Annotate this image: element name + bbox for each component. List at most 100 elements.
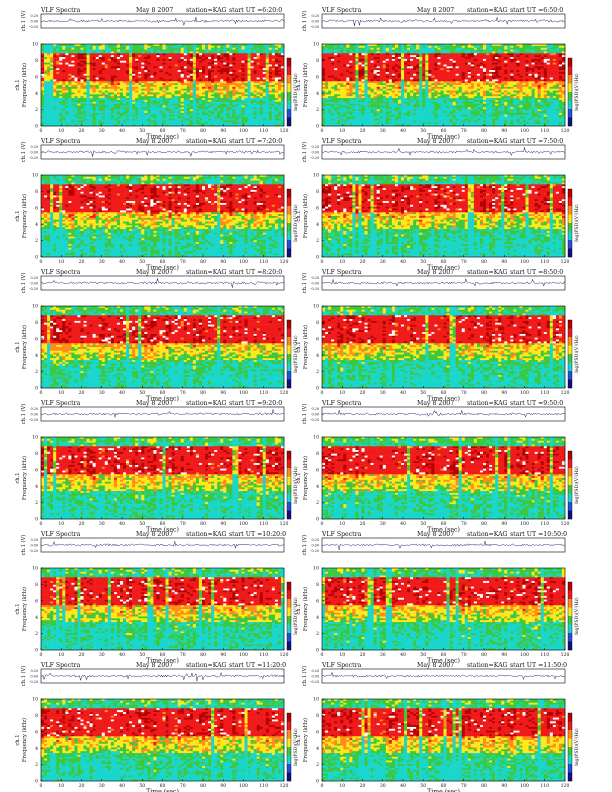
colorbar-label: log(PSD)(V²/Hz) [573, 466, 580, 504]
y-tick-label: 2 [316, 762, 319, 768]
x-tick-label: 100 [520, 783, 529, 789]
panel-start-ut: start UT =7:20:0 [229, 138, 282, 145]
y-tick-label: 8 [316, 58, 319, 64]
x-tick-label: 10 [339, 783, 345, 789]
y-tick-label: 2 [316, 238, 319, 244]
y-tick-label: 6 [35, 467, 38, 473]
y-tick-label: 8 [35, 713, 38, 719]
y-tick-label: 2 [35, 500, 38, 506]
ch1-axis-label: ch.1 (V) [301, 666, 308, 687]
colorbar-label: log(PSD)(V²/Hz) [292, 73, 299, 111]
ch1-tick-label: 0.00 [311, 413, 319, 417]
x-tick-label: 80 [200, 390, 206, 396]
x-tick-label: 40 [400, 390, 406, 396]
x-tick-label: 120 [280, 652, 289, 658]
x-tick-label: 50 [420, 783, 426, 789]
panel-station: station=KAG [186, 400, 227, 407]
colorbar [568, 451, 572, 519]
ch1-tick-label: -0.20 [310, 680, 319, 684]
panel-start-ut: start UT =11:50:0 [510, 662, 567, 669]
y-tick-label: 4 [35, 222, 38, 228]
x-tick-label: 110 [259, 652, 268, 658]
ch1-tick-label: 0.20 [311, 14, 319, 18]
spectrogram-panel: VLF Spectra May 8 2007 station=KAG start UT… [296, 662, 580, 792]
x-tick-label: 20 [79, 128, 85, 134]
x-tick-label: 100 [520, 521, 529, 527]
y-axis-label: Frequency (kHz) [302, 194, 309, 238]
ch1-tick-label: 0.20 [311, 145, 319, 149]
x-tick-label: 70 [180, 390, 186, 396]
y-tick-label: 0 [316, 386, 319, 392]
x-tick-label: 10 [58, 128, 64, 134]
panel-date: May 8 2007 [417, 662, 454, 669]
ch1-ticks: 0.200.00-0.20 [29, 669, 38, 684]
panel-date: May 8 2007 [417, 138, 454, 145]
x-tick-label: 50 [139, 390, 145, 396]
y-tick-label: 2 [35, 238, 38, 244]
y-tick-label: 8 [35, 189, 38, 195]
x-tick-label: 100 [239, 521, 248, 527]
x-tick-label: 70 [461, 521, 467, 527]
ch1-axis-label: ch.1 (V) [301, 404, 308, 425]
ch1-tick-label: 0.00 [311, 282, 319, 286]
panel-title: VLF Spectra [40, 531, 81, 538]
ch1-tick-label: -0.20 [29, 25, 38, 29]
colorbar-label: log(PSD)(V²/Hz) [292, 728, 299, 766]
x-tick-label: 0 [40, 783, 43, 789]
x-tick-label: 40 [400, 652, 406, 658]
panel-station: station=KAG [186, 531, 227, 538]
x-tick-label: 50 [139, 259, 145, 265]
x-tick-label: 40 [400, 259, 406, 265]
ch1-ticks: 0.200.00-0.20 [310, 276, 319, 291]
panel-start-ut: start UT =7:50:0 [510, 138, 563, 145]
ch1-tick-label: 0.20 [311, 276, 319, 280]
ch1-ticks: 0.200.00-0.20 [29, 145, 38, 160]
ch1-tick-label: 0.00 [30, 20, 38, 24]
x-tick-label: 0 [321, 783, 324, 789]
colorbar-label: log(PSD)(V²/Hz) [292, 466, 299, 504]
spectrogram-cells [322, 699, 565, 781]
x-tick-label: 80 [200, 783, 206, 789]
panel-start-ut: start UT =9:50:0 [510, 400, 563, 407]
y-tick-label: 8 [316, 713, 319, 719]
x-tick-label: 30 [99, 390, 105, 396]
ch1-frame [322, 145, 565, 159]
y-tick-label: 0 [35, 386, 38, 392]
y-axis-label: Frequency (kHz) [302, 63, 309, 107]
x-tick-label: 100 [239, 259, 248, 265]
x-tick-label: 50 [420, 390, 426, 396]
x-tick-label: 80 [481, 390, 487, 396]
ch1-tick-label: -0.20 [29, 287, 38, 291]
colorbar [568, 189, 572, 257]
y-tick-label: 2 [316, 369, 319, 375]
y-tick-label: 4 [35, 91, 38, 97]
y-tick-label: 10 [32, 566, 38, 572]
ch1-ticks: 0.20 0.00-0.20 [310, 669, 319, 684]
y-tick-label: 2 [35, 762, 38, 768]
ch1-tick-label: 0.20 [311, 669, 319, 673]
x-tick-label: 30 [99, 521, 105, 527]
y-tick-label: 6 [35, 205, 38, 211]
panel-station: station=KAG [467, 269, 508, 276]
x-tick-label: 0 [321, 652, 324, 658]
x-tick-label: 0 [321, 390, 324, 396]
y-axis-label: Frequency (kHz) [21, 718, 28, 762]
colorbar [287, 320, 291, 388]
x-tick-label: 10 [58, 783, 64, 789]
panel-station: station=KAG [467, 138, 508, 145]
x-tick-label: 50 [139, 783, 145, 789]
x-axis-label: Time (sec) [146, 789, 179, 792]
y-tick-label: 10 [32, 42, 38, 48]
y-tick-label: 4 [316, 615, 319, 621]
x-tick-label: 120 [280, 783, 289, 789]
y-axis-channel-label: ch.1 [296, 734, 302, 745]
ch1-tick-label: 0.00 [311, 675, 319, 679]
x-tick-label: 90 [501, 783, 507, 789]
panel-start-ut: start UT =10:20:0 [229, 531, 286, 538]
colorbar-label: log(PSD)(V²/Hz) [573, 728, 580, 766]
x-tick-label: 90 [501, 259, 507, 265]
ch1-tick-label: 0.20 [311, 407, 319, 411]
y-axis-channel-label: ch.1 [296, 341, 302, 352]
y-axis-label: Frequency (kHz) [21, 325, 28, 369]
ch1-tick-label: -0.20 [310, 25, 319, 29]
